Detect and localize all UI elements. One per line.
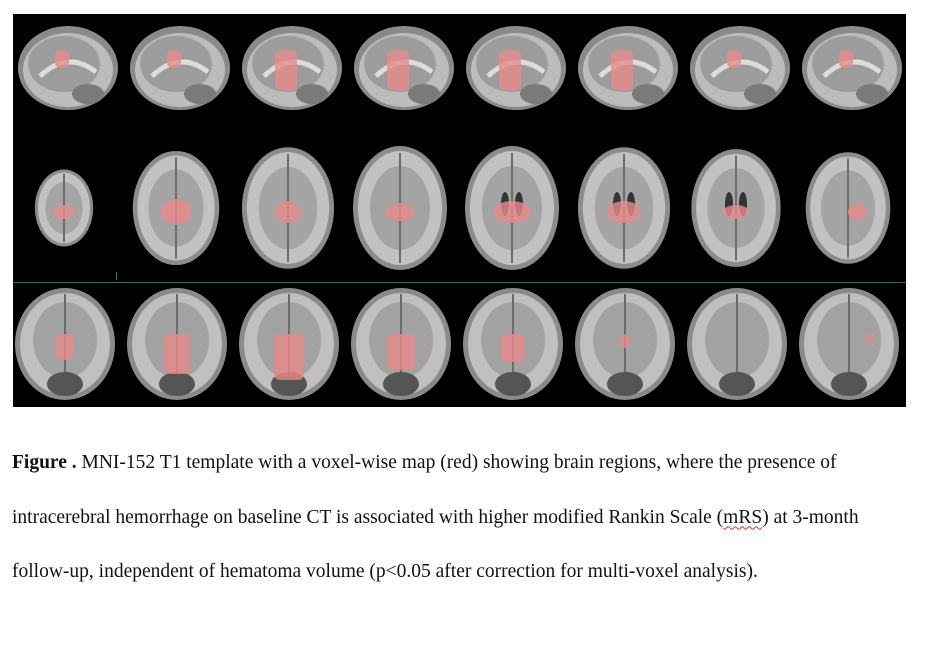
sagittal-slice [130, 26, 230, 110]
sagittal-slice [802, 26, 902, 110]
sagittal-slice [242, 26, 342, 110]
axial-row [34, 146, 891, 270]
axial-slice [241, 147, 335, 269]
coronal-slice [239, 288, 339, 400]
axial-slice [34, 169, 94, 247]
caption-label: Figure . [12, 452, 77, 473]
coronal-slice [15, 288, 115, 400]
axial-slice [132, 150, 220, 266]
sagittal-slice [690, 26, 790, 110]
sagittal-row [18, 26, 902, 110]
figure-caption: Figure . MNI-152 T1 template with a voxe… [12, 436, 907, 600]
caption-text-2: ) at 3-month follow-up, independent of h… [12, 506, 859, 583]
row-divider [13, 282, 906, 283]
coronal-slice [799, 288, 899, 400]
coronal-row [15, 288, 899, 400]
sagittal-slice [578, 26, 678, 110]
axial-slice [805, 152, 891, 264]
axial-slice [577, 147, 671, 269]
coronal-slice [463, 288, 563, 400]
sagittal-slice [354, 26, 454, 110]
axial-slice [353, 146, 447, 270]
axial-slice [465, 146, 559, 270]
axial-slice [691, 149, 781, 267]
coronal-slice [687, 288, 787, 400]
coronal-slice [127, 288, 227, 400]
sagittal-slice [466, 26, 566, 110]
caption-abbrev: mRS [723, 506, 763, 528]
caption-text-1: MNI-152 T1 template with a voxel-wise ma… [12, 452, 837, 528]
brain-figure [13, 14, 906, 407]
coronal-slice [351, 288, 451, 400]
coronal-slice [575, 288, 675, 400]
sagittal-slice [18, 26, 118, 110]
marker-tick [116, 272, 117, 280]
